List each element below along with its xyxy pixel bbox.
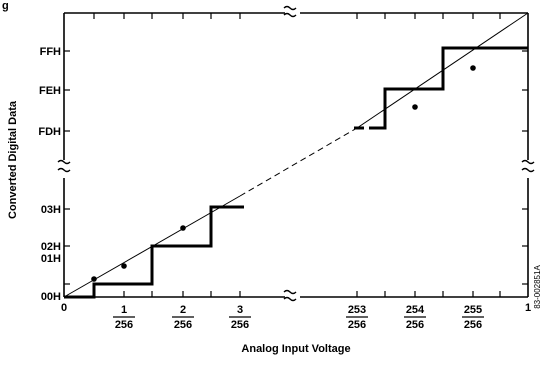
plot-frame <box>63 12 529 298</box>
x-tick-marks <box>93 13 501 297</box>
y-tick-marks <box>64 50 528 285</box>
x-fraction-1-256: 1 256 <box>113 304 135 331</box>
y-tick-label: 00H <box>41 291 61 303</box>
x-fraction-253-256: 253 256 <box>346 304 368 331</box>
y-tick-label: 01H <box>41 253 61 265</box>
fraction-numerator: 253 <box>348 304 366 316</box>
y-tick-label: FFH <box>40 46 61 58</box>
fraction-denominator: 256 <box>348 319 366 331</box>
fraction-denominator: 256 <box>115 319 133 331</box>
y-axis-label: Converted Digital Data <box>7 100 19 219</box>
staircase-lower <box>64 205 240 299</box>
fraction-denominator: 256 <box>231 319 249 331</box>
y-tick-label: 03H <box>41 204 61 216</box>
y-tick-label: 02H <box>41 241 61 253</box>
fraction-numerator: 2 <box>180 304 186 316</box>
figure-code: 83-002851A <box>533 265 542 309</box>
x-fraction-3-256: 3 256 <box>229 304 251 331</box>
x-fraction-255-256: 255 256 <box>462 304 484 331</box>
x-tick-label-end: 1 <box>525 302 531 314</box>
x-tick-label-start: 0 <box>61 302 67 314</box>
fraction-numerator: 254 <box>406 304 425 316</box>
title-fragment: g <box>2 0 9 12</box>
fraction-numerator: 1 <box>121 304 127 316</box>
fraction-denominator: 256 <box>406 319 424 331</box>
x-axis-label: Analog Input Voltage <box>241 343 350 355</box>
x-fraction-254-256: 254 256 <box>404 304 426 331</box>
x-fraction-2-256: 2 256 <box>172 304 194 331</box>
fraction-denominator: 256 <box>174 319 192 331</box>
ideal-transfer-line <box>63 12 529 298</box>
fraction-denominator: 256 <box>464 319 482 331</box>
fraction-numerator: 255 <box>464 304 482 316</box>
y-tick-label: FEH <box>39 85 61 97</box>
transition-points <box>91 65 476 282</box>
axis-breaks <box>57 5 535 302</box>
fraction-numerator: 3 <box>237 304 243 316</box>
staircase-upper <box>372 46 528 130</box>
y-tick-label: FDH <box>38 126 61 138</box>
